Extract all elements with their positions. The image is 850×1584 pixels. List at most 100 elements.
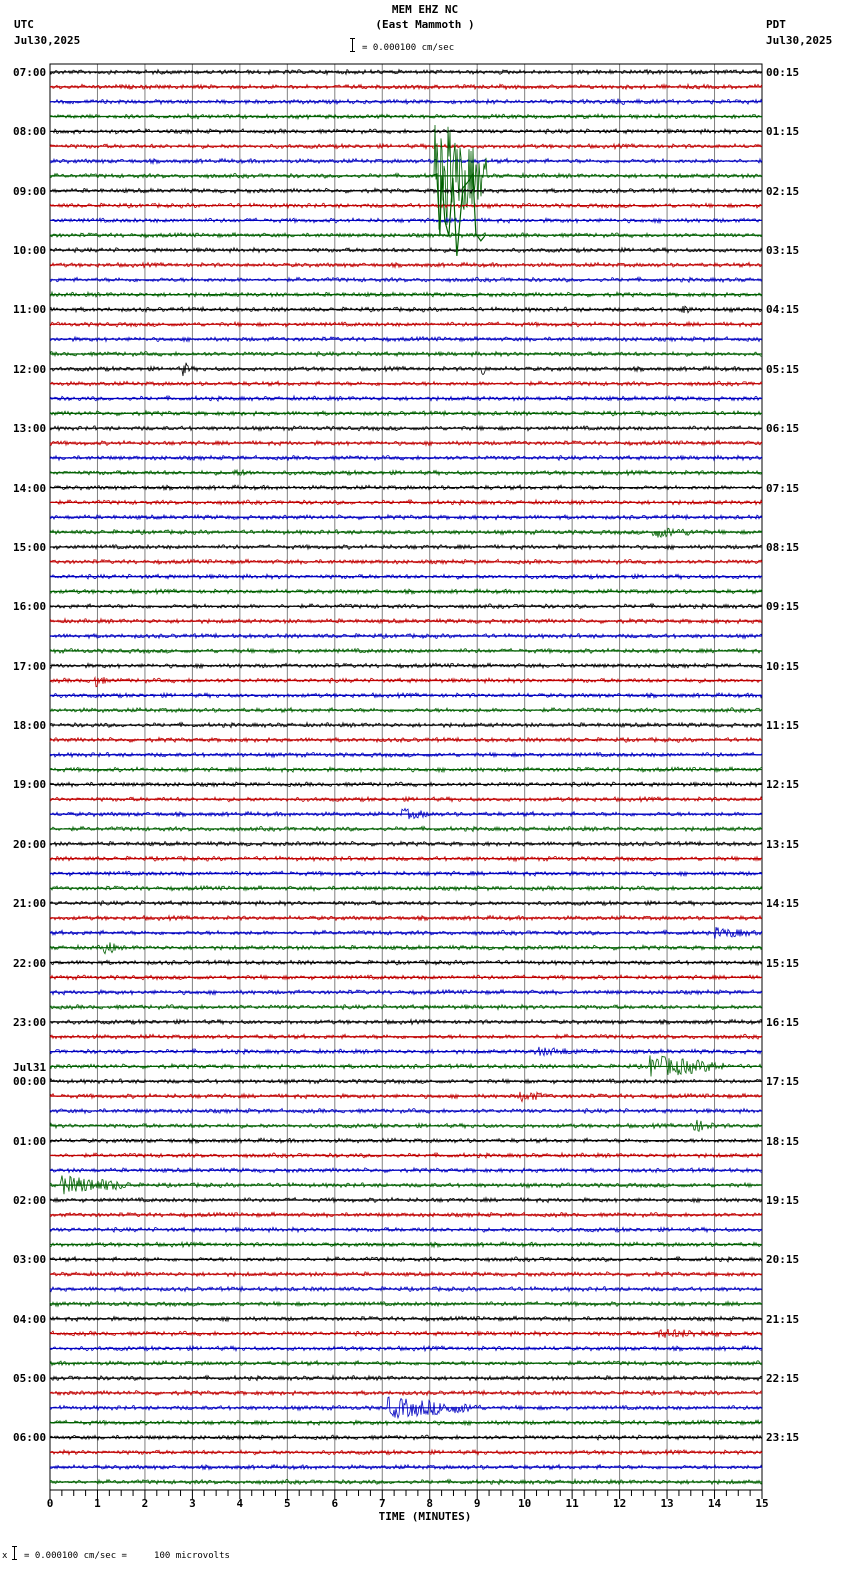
scale-label: = 0.000100 cm/sec — [362, 43, 455, 53]
seismic-trace — [49, 1055, 763, 1077]
left-timezone: UTC — [14, 18, 34, 31]
seismic-trace — [49, 335, 763, 343]
seismic-trace — [49, 632, 763, 640]
utc-hour-label: 20:00 — [13, 837, 47, 851]
seismic-trace — [49, 380, 763, 388]
seismic-trace — [49, 483, 763, 492]
seismic-trace — [49, 1107, 763, 1115]
pdt-hour-label: 05:15 — [766, 362, 800, 376]
seismic-trace — [49, 216, 763, 225]
footer-scale-bar-icon — [12, 1546, 21, 1560]
x-tick-label: 3 — [189, 1497, 196, 1510]
seismic-trace — [49, 362, 763, 377]
seismic-trace — [49, 1046, 763, 1058]
pdt-hour-label: 12:15 — [766, 778, 800, 792]
pdt-hour-label: 10:15 — [766, 659, 800, 673]
utc-hour-label: 12:00 — [13, 362, 47, 376]
pdt-hour-label: 11:15 — [766, 719, 800, 733]
utc-hour-label: 06:00 — [13, 1431, 47, 1445]
seismic-trace — [49, 839, 763, 848]
seismic-trace — [49, 1389, 763, 1397]
x-tick-label: 14 — [707, 1497, 722, 1510]
pdt-hour-label: 01:15 — [766, 125, 800, 139]
seismic-trace — [49, 276, 763, 284]
pdt-hour-label: 08:15 — [766, 540, 800, 554]
x-tick-label: 6 — [331, 1497, 339, 1510]
seismic-trace — [49, 261, 763, 269]
seismic-trace — [50, 157, 763, 166]
utc-hour-label: 16:00 — [13, 600, 47, 614]
seismic-trace — [49, 1211, 763, 1219]
seismic-trace — [49, 1270, 763, 1278]
seismic-trace — [49, 1255, 763, 1263]
seismic-trace — [49, 1018, 763, 1026]
pdt-hour-label: 04:15 — [766, 303, 800, 317]
seismic-trace — [49, 1077, 763, 1086]
pdt-hour-label: 17:15 — [766, 1075, 800, 1089]
seismic-trace — [49, 246, 763, 254]
scale-bar-icon — [350, 38, 359, 52]
pdt-hour-label: 06:15 — [766, 422, 800, 436]
seismic-trace — [49, 468, 763, 477]
seismic-trace — [49, 409, 763, 417]
seismic-trace — [49, 142, 763, 151]
seismic-trace — [49, 855, 763, 863]
seismic-trace — [49, 973, 763, 981]
utc-hour-label: 00:00 — [13, 1075, 47, 1089]
pdt-hour-label: 03:15 — [766, 244, 800, 258]
seismic-trace — [49, 127, 763, 136]
seismic-trace — [49, 1240, 763, 1249]
seismic-trace — [49, 914, 763, 922]
pdt-hour-label: 00:15 — [766, 66, 800, 79]
seismic-trace — [49, 439, 763, 447]
seismic-trace — [49, 82, 763, 91]
station-title: MEM EHZ NC — [391, 3, 459, 16]
seismic-trace — [49, 424, 763, 432]
x-tick-label: 7 — [378, 1497, 386, 1510]
pdt-hour-label: 09:15 — [766, 600, 800, 614]
utc-hour-label: 11:00 — [13, 303, 47, 317]
utc-hour-label: 17:00 — [13, 659, 47, 673]
date-change-label: Jul31 — [13, 1061, 47, 1075]
seismic-trace — [49, 202, 763, 210]
seismic-trace — [49, 1032, 763, 1041]
seismic-trace — [49, 513, 763, 521]
utc-hour-label: 15:00 — [13, 540, 47, 554]
seismic-trace — [49, 1225, 763, 1234]
seismic-trace — [49, 543, 763, 551]
seismic-trace — [49, 1328, 763, 1338]
seismic-trace — [49, 572, 763, 581]
seismic-trace — [49, 795, 763, 804]
utc-hour-label: 08:00 — [13, 125, 47, 139]
seismic-trace — [49, 958, 763, 967]
seismic-trace — [49, 676, 763, 688]
seismic-trace — [49, 454, 763, 462]
seismic-trace — [50, 647, 763, 655]
seismic-trace — [49, 290, 763, 299]
utc-hour-label: 13:00 — [13, 422, 47, 436]
seismic-trace — [49, 602, 763, 610]
seismic-trace — [49, 1175, 763, 1195]
seismic-trace — [49, 617, 763, 625]
utc-hour-label: 21:00 — [13, 897, 47, 911]
right-date: Jul30,2025 — [766, 34, 833, 47]
x-tick-label: 1 — [94, 1497, 101, 1510]
utc-hour-label: 09:00 — [13, 184, 47, 198]
glitch-event — [430, 171, 486, 256]
seismic-trace — [49, 527, 763, 539]
seismic-trace — [49, 68, 763, 76]
pdt-hour-label: 02:15 — [766, 184, 800, 198]
x-tick-label: 12 — [612, 1497, 627, 1510]
seismic-trace — [49, 1434, 763, 1442]
seismic-trace — [49, 1090, 763, 1103]
seismic-trace — [49, 1418, 763, 1427]
seismic-trace — [49, 305, 763, 314]
station-location: (East Mammoth ) — [375, 18, 475, 31]
seismic-trace — [49, 1119, 763, 1132]
pdt-hour-label: 23:15 — [766, 1431, 800, 1445]
x-tick-label: 13 — [660, 1497, 674, 1510]
right-timezone: PDT — [766, 18, 786, 31]
seismic-trace — [49, 394, 763, 403]
seismic-trace — [49, 721, 763, 729]
seismic-trace — [49, 1285, 763, 1293]
